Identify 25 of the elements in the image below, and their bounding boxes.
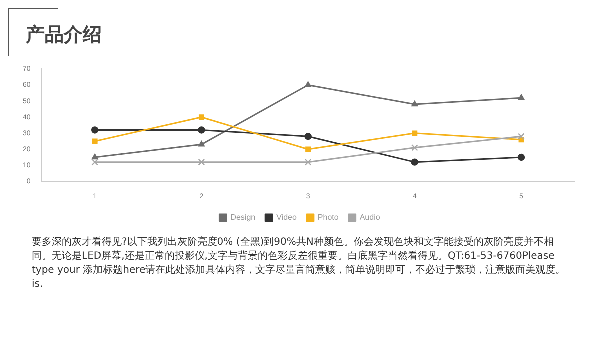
legend-label: Photo [318,213,340,222]
point [92,158,99,166]
legend-label: Video [276,213,298,222]
legend-label: Audio [360,213,381,222]
point [304,158,312,166]
point [306,146,312,152]
point [92,154,98,160]
point [92,138,98,144]
point [198,158,206,166]
point [412,100,418,107]
point [412,130,418,136]
point [305,82,312,88]
point [411,144,418,152]
point [518,154,526,162]
point [198,126,206,134]
legend-label: Design [230,213,256,222]
point [518,94,525,100]
point [198,141,205,147]
text: 要多深的灰才看得见?以下我列出灰阶亮度0% (全黑)到90%共N种颜色。你会发现色块和文字能接受的灰阶亮度并不相同。无论是LED屏幕,还是正常的投影仪,文字与背景的色彩反差很重要。白底黑字当然看得见。QT:61-53-6760Please type your 添加标题here请在此处添加具体内容，文字尽量言简意赅，简单说明即可，不必过于繁琐，注意版面美观度。is. [32,236,567,292]
point [518,133,525,140]
chart-title: 产品介绍 [26,23,102,48]
point [304,133,312,140]
point [91,126,99,134]
point [198,114,204,120]
point [411,158,418,166]
